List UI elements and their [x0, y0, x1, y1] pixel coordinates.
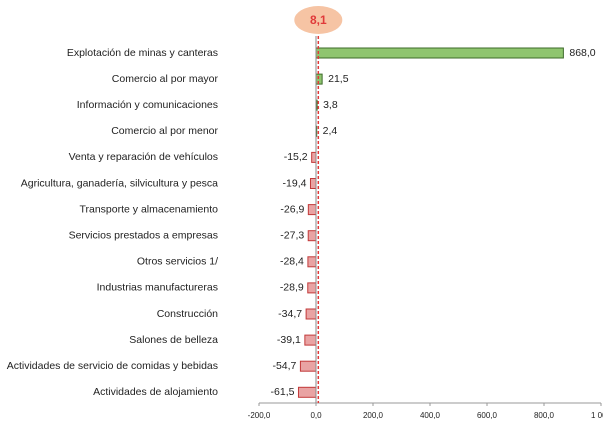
x-tick-label: 1 000	[591, 411, 603, 420]
category-label: Venta y reparación de vehículos	[69, 151, 218, 163]
category-label: Industrias manufactureras	[97, 282, 218, 294]
category-label: Actividades de alojamiento	[93, 386, 218, 398]
reference-badge	[294, 6, 343, 34]
value-label: -27,3	[280, 229, 304, 241]
category-label: Comercio al por mayor	[112, 73, 219, 85]
value-label: 2,4	[323, 125, 338, 137]
bar	[311, 151, 317, 163]
x-tick-label: 400,0	[420, 411, 441, 420]
value-label: -26,9	[280, 203, 304, 215]
bar	[297, 386, 317, 398]
bar	[309, 178, 317, 189]
value-label: -34,7	[278, 308, 302, 320]
category-label: Explotación de minas y canteras	[67, 47, 218, 59]
category-label: Agricultura, ganadería, silvicultura y p…	[21, 177, 218, 189]
x-tick-label: 800,0	[534, 411, 555, 420]
bar	[315, 47, 564, 59]
category-label: Información y comunicaciones	[77, 99, 218, 111]
x-tick-label: 0,0	[310, 411, 322, 420]
value-label: 868,0	[569, 47, 595, 59]
value-label: -15,2	[284, 151, 308, 163]
category-label: Salones de belleza	[129, 334, 218, 346]
bar	[304, 334, 317, 346]
category-label: Servicios prestados a empresas	[69, 229, 218, 241]
bar	[315, 73, 323, 85]
value-label: -28,9	[280, 282, 304, 294]
value-label: -61,5	[271, 386, 295, 398]
x-tick-label: 200,0	[363, 411, 384, 420]
value-label: 3,8	[323, 99, 338, 111]
category-label: Actividades de servicio de comidas y beb…	[7, 360, 218, 372]
value-label: 21,5	[328, 73, 349, 85]
x-tick-label: -200,0	[248, 411, 271, 420]
category-label: Transporte y almacenamiento	[79, 203, 218, 215]
value-label: -39,1	[277, 334, 301, 346]
category-label: Comercio al por menor	[111, 125, 218, 137]
x-tick-label: 600,0	[477, 411, 498, 420]
bar	[307, 282, 317, 294]
bar	[307, 256, 317, 268]
reference-label: 8,1	[310, 13, 327, 27]
category-label: Construcción	[157, 308, 218, 320]
value-label: -54,7	[272, 360, 296, 372]
bar	[305, 308, 317, 320]
bar	[307, 230, 317, 242]
value-label: -28,4	[280, 256, 304, 268]
bar	[307, 204, 317, 216]
category-label: Otros servicios 1/	[137, 256, 218, 268]
value-label: -19,4	[283, 177, 307, 189]
bar	[299, 360, 317, 372]
